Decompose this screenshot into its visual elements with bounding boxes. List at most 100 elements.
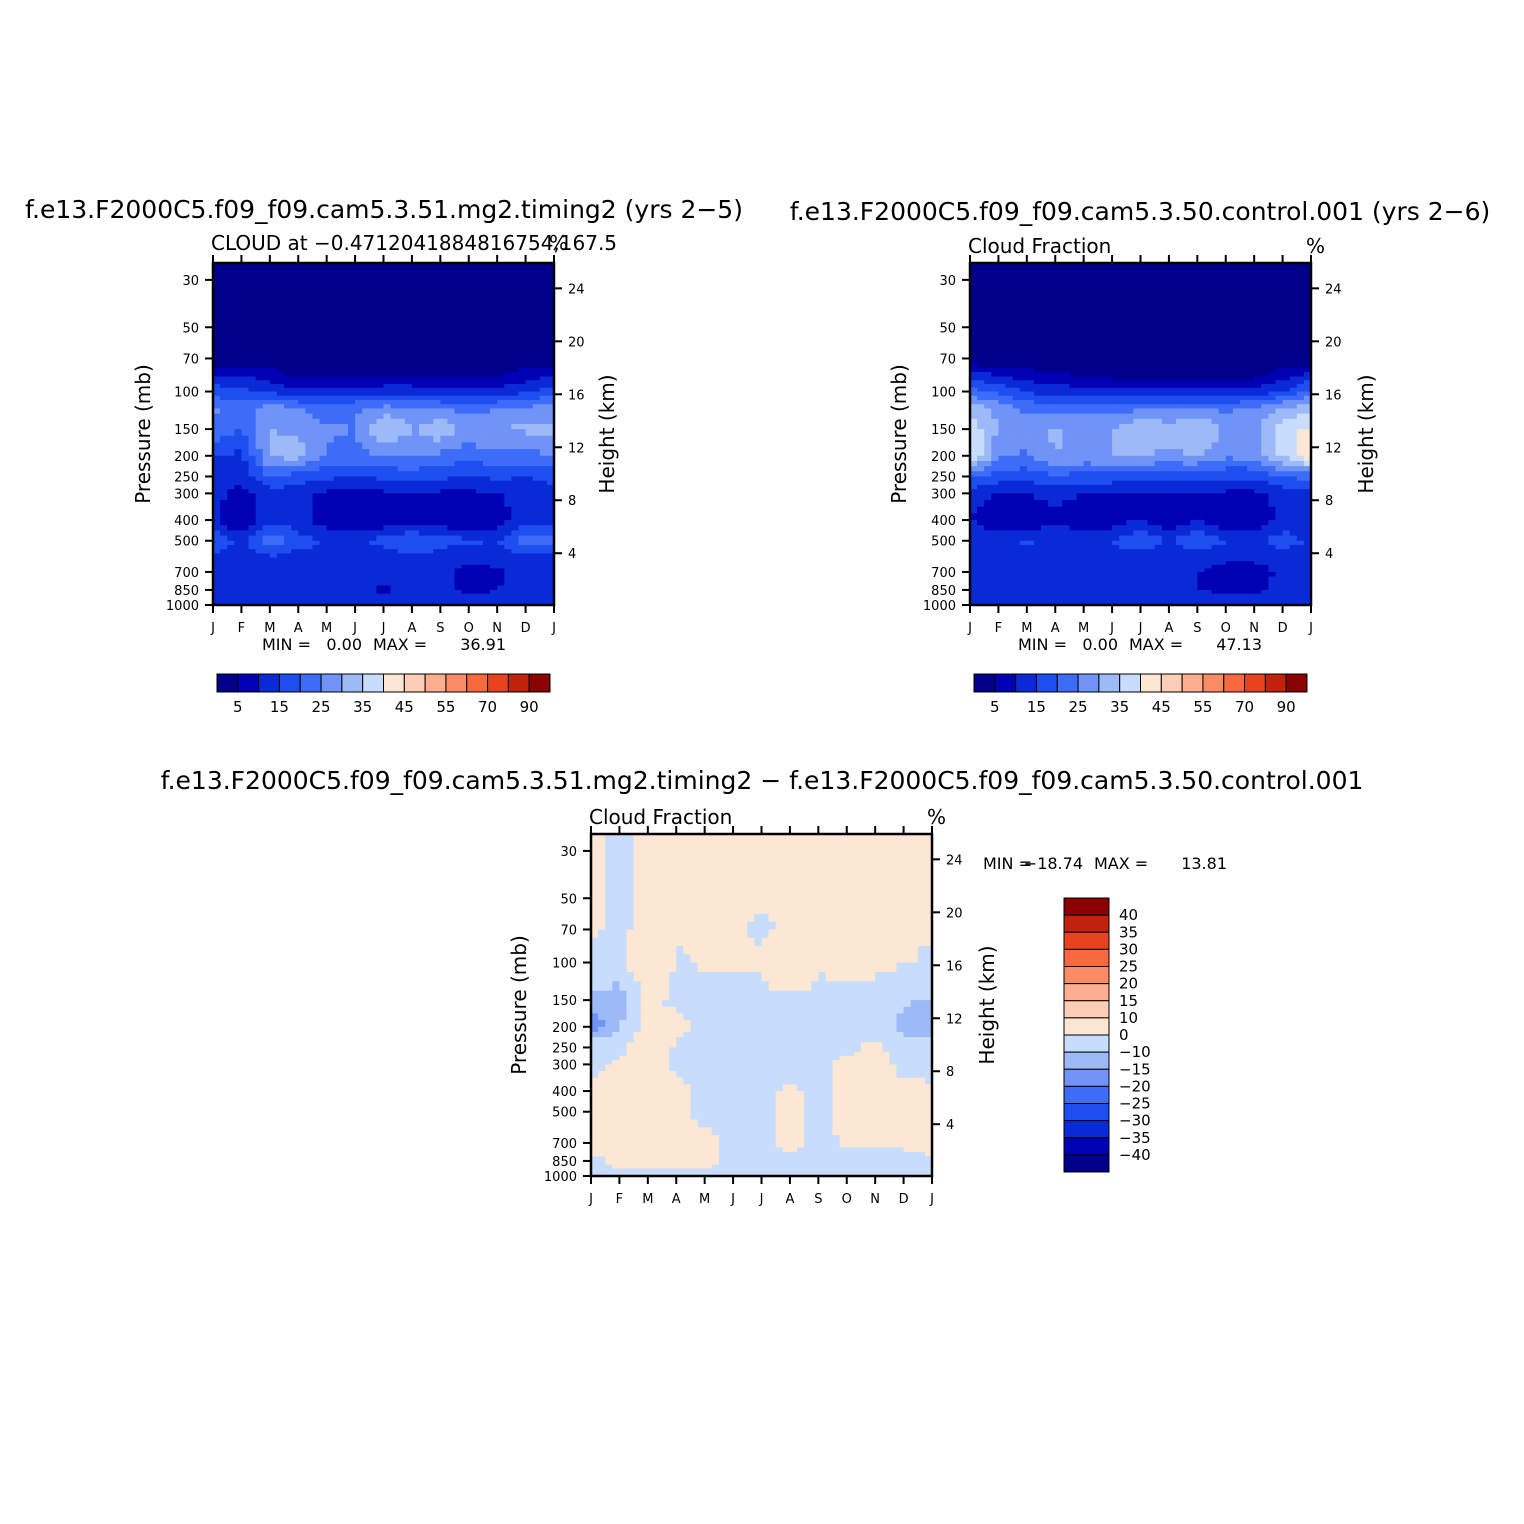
data-cell — [1048, 371, 1056, 378]
data-cell — [326, 263, 335, 280]
data-cell — [234, 399, 243, 405]
data-cell — [397, 506, 406, 514]
data-cell — [390, 466, 399, 472]
data-cell — [355, 442, 363, 450]
data-cell — [426, 395, 434, 401]
data-cell — [1048, 484, 1056, 490]
data-cell — [998, 383, 1007, 389]
data-cell — [525, 525, 534, 531]
data-cell — [546, 471, 555, 478]
data-cell — [1197, 418, 1206, 425]
y-tick-label: 400 — [174, 514, 199, 529]
data-cell — [482, 350, 491, 360]
data-cell — [525, 449, 534, 457]
data-cell — [269, 418, 278, 425]
data-cell — [411, 506, 420, 514]
data-cell — [1239, 387, 1248, 393]
data-cell — [1097, 466, 1106, 472]
data-cell — [305, 540, 314, 546]
data-cell — [977, 391, 985, 397]
data-cell — [262, 408, 271, 415]
data-cell — [518, 561, 527, 566]
data-cell — [1275, 500, 1284, 508]
data-cell — [497, 429, 505, 437]
data-cell — [984, 376, 992, 381]
data-cell — [269, 493, 278, 501]
data-cell — [433, 580, 441, 587]
data-cell — [482, 571, 491, 578]
data-cell — [1296, 335, 1305, 344]
data-cell — [518, 580, 527, 587]
data-cell — [1225, 435, 1234, 444]
data-cell — [1303, 380, 1312, 385]
data-cell — [440, 371, 449, 378]
data-cell — [1303, 489, 1312, 494]
data-cell — [255, 362, 264, 369]
data-cell — [546, 413, 555, 420]
data-cell — [276, 484, 285, 490]
data-cell — [1239, 404, 1248, 410]
data-cell — [1062, 263, 1071, 280]
data-cell — [1161, 418, 1170, 425]
data-cell — [340, 544, 349, 550]
data-cell — [1026, 376, 1035, 381]
data-cell — [284, 593, 292, 599]
data-cell — [1012, 471, 1021, 478]
data-cell — [532, 597, 541, 602]
data-cell — [213, 557, 221, 562]
data-cell — [340, 589, 349, 595]
data-cell — [298, 466, 306, 472]
data-cell — [1076, 525, 1085, 531]
data-cell — [1033, 520, 1042, 526]
data-cell — [1090, 480, 1099, 486]
data-cell — [1296, 471, 1305, 478]
data-cell — [376, 484, 385, 490]
data-cell — [1254, 413, 1262, 420]
data-cell — [1154, 435, 1163, 444]
data-cell — [991, 399, 1000, 405]
data-cell — [319, 535, 328, 542]
data-cell — [1211, 327, 1220, 336]
data-cell — [404, 435, 413, 444]
data-cell — [419, 540, 427, 546]
data-cell — [269, 383, 278, 389]
data-cell — [340, 335, 349, 344]
data-cell — [991, 404, 1000, 410]
data-cell — [347, 576, 356, 582]
data-cell — [276, 489, 285, 494]
data-cell — [518, 418, 527, 425]
data-cell — [426, 484, 434, 490]
data-cell — [504, 466, 512, 472]
data-cell — [298, 460, 306, 467]
data-cell — [1211, 408, 1220, 415]
data-cell — [525, 480, 534, 486]
data-cell — [340, 520, 349, 526]
data-cell — [532, 429, 541, 437]
data-cell — [518, 601, 527, 606]
data-cell — [454, 580, 463, 587]
data-cell — [1048, 311, 1056, 328]
data-cell — [1012, 358, 1021, 364]
data-cell — [1183, 455, 1191, 462]
data-cell — [1154, 279, 1163, 296]
data-cell — [369, 404, 377, 410]
data-cell — [970, 449, 978, 457]
data-cell — [490, 435, 498, 444]
data-cell — [1083, 408, 1092, 415]
data-cell — [319, 367, 328, 373]
data-cell — [411, 513, 420, 521]
data-cell — [490, 544, 498, 550]
data-cell — [1090, 500, 1099, 508]
data-cell — [1119, 429, 1127, 437]
data-cell — [1041, 413, 1049, 420]
data-cell — [1218, 476, 1227, 482]
data-cell — [497, 564, 505, 569]
data-cell — [241, 544, 250, 550]
data-cell — [1197, 484, 1206, 490]
data-cell — [1168, 471, 1177, 478]
data-cell — [383, 399, 392, 405]
data-cell — [518, 535, 527, 542]
bottom-title: f.e13.F2000C5.f09_f09.cam5.3.51.mg2.timi… — [161, 766, 1364, 795]
data-cell — [1275, 350, 1284, 360]
data-cell — [1289, 387, 1298, 393]
